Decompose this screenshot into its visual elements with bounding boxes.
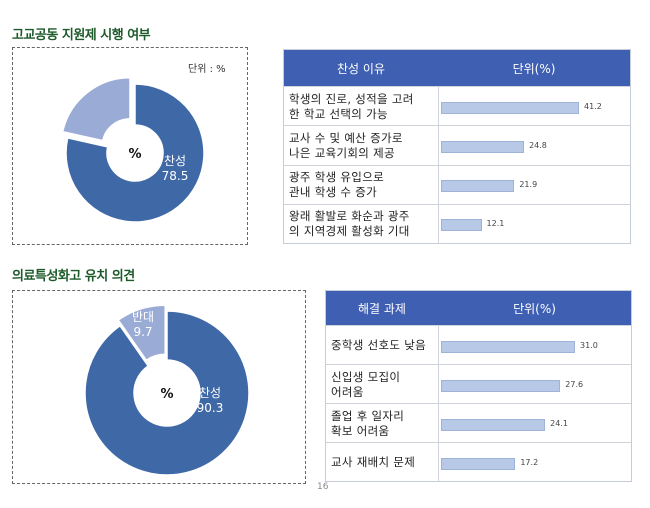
pie1-slice-other (61, 77, 131, 142)
reason-table-header: 찬성 이유 단위(%) (284, 50, 630, 86)
pie2-label-반대: 반대 (132, 310, 154, 324)
task-bar-value: 17.2 (520, 457, 539, 467)
pie2-slice-찬성 (84, 310, 250, 476)
header-reason: 찬성 이유 (337, 61, 385, 76)
task-col-divider (438, 326, 439, 365)
reason-bar (441, 101, 579, 114)
pie2-center-label: % (160, 387, 173, 402)
task-bar (441, 379, 561, 392)
pie1-value-찬성: 78.5 (162, 169, 189, 183)
task-bar-value: 31.0 (580, 340, 598, 350)
reason-row: 광주 학생 유입으로 관내 학생 수 증가 21.9 (284, 164, 630, 205)
tasks-table-header: 해결 과제 단위(%) (326, 291, 631, 325)
task-bar-value: 27.6 (565, 379, 584, 389)
pie2-slice-반대 (117, 304, 166, 362)
pie1-center-label: % (128, 147, 141, 162)
reason-bar-value: 41.2 (584, 101, 602, 111)
pie2-value-반대: 9.7 (133, 325, 152, 339)
task-col-divider (438, 365, 439, 404)
reason-bar-value: 24.8 (529, 140, 547, 150)
task-bar (441, 340, 575, 353)
task-col-divider (438, 443, 439, 482)
reason-row: 교사 수 및 예산 증가로 나은 교육기회의 제공 24.8 (284, 125, 630, 166)
reason-col-divider (438, 87, 439, 127)
task-row: 신입생 모집이 어려움 27.6 (326, 364, 631, 404)
task-row-label: 졸업 후 일자리 확보 어려움 (331, 408, 405, 438)
reason-col-divider (438, 126, 439, 166)
reason-row-label: 왕래 활발로 화순과 광주 의 지역경제 활성화 기대 (289, 209, 410, 239)
task-row-label: 교사 재배치 문제 (331, 455, 416, 469)
reason-bar (441, 219, 482, 232)
header-task: 해결 과제 (358, 301, 406, 316)
reason-row-label: 학생의 진로, 성적을 고려 한 학교 선택의 가능 (289, 91, 414, 121)
task-row: 졸업 후 일자리 확보 어려움 24.1 (326, 403, 631, 443)
pie-chart-medical-school-box: % 찬성 90.3 반대 9.7 (12, 290, 306, 484)
unit-note: 단위 : % (188, 64, 226, 75)
pie1-label-찬성: 찬성 (164, 153, 186, 168)
reason-row: 학생의 진로, 성적을 고려 한 학교 선택의 가능 41.2 (284, 86, 630, 127)
reason-row-label: 교사 수 및 예산 증가로 나은 교육기회의 제공 (289, 130, 403, 160)
page-number: 16 (317, 482, 329, 492)
task-row-label: 중학생 선호도 낮음 (331, 338, 426, 352)
pie-chart-joint-admission-box: 단위 : % % 찬성 78.5 (12, 47, 248, 245)
reason-row-label: 광주 학생 유입으로 관내 학생 수 증가 (289, 170, 384, 200)
reason-row: 왕래 활발로 화순과 광주 의 지역경제 활성화 기대 12.1 (284, 203, 630, 244)
pie1-slice-찬성 (65, 83, 205, 223)
reason-col-divider (438, 165, 439, 205)
reason-table: 찬성 이유 단위(%) 학생의 진로, 성적을 고려 한 학교 선택의 가능 41… (283, 49, 631, 244)
reason-bar (441, 180, 515, 193)
pie2-value-찬성: 90.3 (197, 401, 224, 415)
task-bar-value: 24.1 (550, 418, 568, 428)
task-row: 교사 재배치 문제 17.2 (326, 442, 631, 482)
task-row-label: 신입생 모집이 어려움 (331, 369, 401, 399)
reason-bar-value: 12.1 (486, 219, 505, 229)
task-col-divider (438, 404, 439, 443)
header-unit: 단위(%) (512, 61, 556, 76)
task-bar (441, 457, 516, 470)
reason-col-divider (438, 204, 439, 244)
section-title-medical-school: 의료특성화고 유치 의견 (12, 269, 135, 284)
section-title-joint-admission: 고교공동 지원제 시행 여부 (12, 28, 151, 43)
task-bar (441, 418, 546, 431)
tasks-table: 해결 과제 단위(%) 중학생 선호도 낮음 31.0 신입생 모집이 어려움 27.… (325, 290, 632, 482)
header-unit: 단위(%) (513, 301, 556, 316)
reason-bar (441, 140, 525, 153)
pie2-label-찬성: 찬성 (199, 385, 221, 400)
reason-bar-value: 21.9 (519, 180, 538, 190)
task-row: 중학생 선호도 낮음 31.0 (326, 325, 631, 365)
